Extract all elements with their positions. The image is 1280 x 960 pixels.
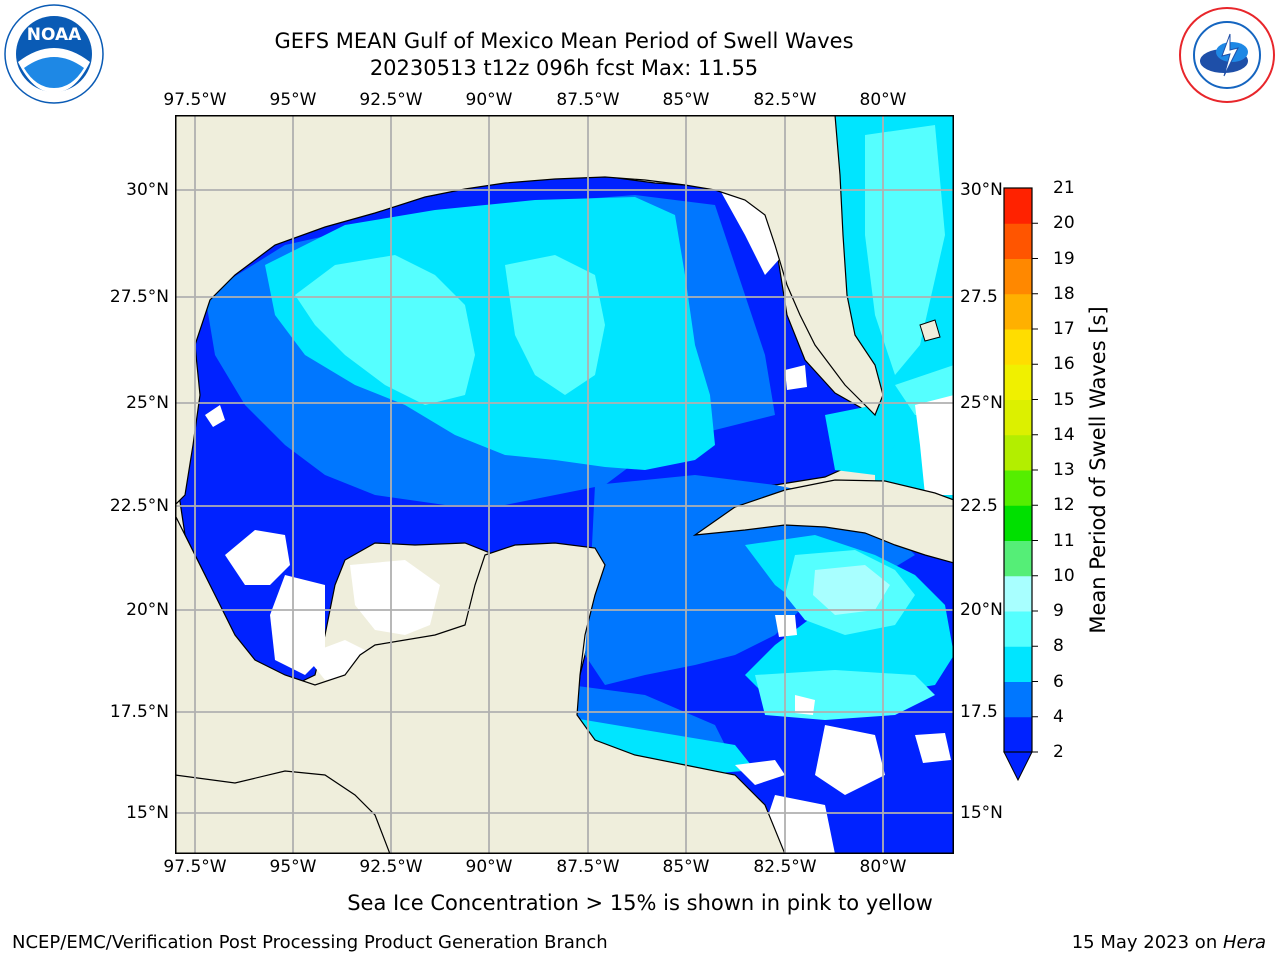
lat-tick-left: 22.5°N [109, 496, 169, 516]
colorbar-tick-label: 19 [1053, 248, 1075, 269]
colorbar-tick-label: 20 [1053, 213, 1075, 234]
colorbar-tick-label: 9 [1053, 601, 1064, 621]
colorbar-tick-label: 17 [1053, 319, 1075, 339]
colorbar-tick-label: 10 [1053, 565, 1075, 586]
colorbar-tick-label: 18 [1053, 283, 1075, 304]
svg-text:NOAA: NOAA [27, 25, 82, 45]
land-mexico [175, 514, 786, 854]
lon-tick-top: 90°W [465, 90, 513, 110]
lat-tick-right: 22.5 [960, 496, 998, 516]
colorbar [1003, 187, 1038, 782]
footer-credit: NCEP/EMC/Verification Post Processing Pr… [12, 932, 608, 953]
colorbar-swatch [1004, 434, 1032, 471]
map-frame [175, 115, 954, 854]
chart-title: GEFS MEAN Gulf of Mexico Mean Period of … [274, 29, 854, 53]
colorbar-swatch [1004, 611, 1032, 647]
colorbar-frame [1003, 187, 1033, 753]
lon-tick-bottom: 82.5°W [753, 857, 817, 877]
lat-tick-left: 30°N [126, 180, 169, 200]
lon-tick-top: 92.5°W [359, 90, 423, 110]
colorbar-swatch [1004, 646, 1032, 682]
lon-tick-top: 95°W [269, 90, 317, 110]
blank-region [225, 530, 290, 585]
lat-tick-right: 17.5 [960, 702, 998, 722]
land-cuba [692, 479, 954, 564]
lon-tick-bottom: 87.5°W [556, 857, 620, 877]
footer-date: 15 May 2023 on Hera [1072, 932, 1266, 953]
noaa-logo: NOAA [4, 4, 104, 104]
lon-tick-top: 97.5°W [163, 90, 227, 110]
lon-tick-bottom: 95°W [269, 857, 317, 877]
lon-tick-bottom: 85°W [662, 857, 710, 877]
colorbar-swatch [1004, 470, 1032, 506]
chart-subtitle: 20230513 t12z 096h fcst Max: 11.55 [369, 56, 759, 80]
colorbar-swatch [1004, 223, 1032, 259]
colorbar-swatch [1004, 293, 1032, 330]
gulf-map [175, 115, 954, 854]
lat-tick-right: 27.5 [960, 287, 998, 307]
lat-tick-right: 20°N [960, 600, 1003, 620]
lat-tick-right: 30°N [960, 180, 1003, 200]
lon-tick-bottom: 90°W [465, 857, 513, 877]
lon-tick-bottom: 80°W [859, 857, 907, 877]
colorbar-swatch [1004, 540, 1032, 577]
lat-tick-left: 27.5°N [109, 287, 169, 307]
colorbar-tick-label: 16 [1053, 354, 1075, 375]
lon-tick-top: 87.5°W [556, 90, 620, 110]
colorbar-swatch [1004, 364, 1032, 400]
colorbar-tick-label: 21 [1053, 178, 1075, 198]
lon-tick-bottom: 97.5°W [163, 857, 227, 877]
lon-tick-top: 80°W [859, 90, 907, 110]
lon-tick-top: 82.5°W [753, 90, 817, 110]
nws-logo [1178, 6, 1276, 104]
colorbar-swatch [1004, 258, 1032, 295]
colorbar-label: Mean Period of Swell Waves [s] [1086, 306, 1110, 634]
lat-tick-right: 25°N [960, 393, 1003, 413]
colorbar-swatch [1004, 505, 1032, 541]
colorbar-tick-label: 14 [1053, 424, 1075, 445]
lat-tick-left: 25°N [126, 393, 169, 413]
colorbar-tick-label: 6 [1053, 671, 1064, 692]
lon-tick-bottom: 92.5°W [359, 857, 423, 877]
lat-tick-left: 20°N [126, 600, 169, 620]
lat-tick-left: 15°N [126, 803, 169, 823]
footer-host: Hera [1222, 932, 1266, 953]
footer-date-text: 15 May 2023 on [1071, 932, 1223, 953]
colorbar-tick-label: 13 [1053, 460, 1075, 480]
lon-tick-top: 85°W [662, 90, 710, 110]
colorbar-tick-label: 8 [1053, 636, 1064, 657]
colorbar-tick-label: 4 [1053, 706, 1064, 727]
colorbar-tick-label: 12 [1053, 495, 1075, 516]
colorbar-extend-arrow [1003, 751, 1033, 782]
colorbar-swatch [1004, 399, 1032, 436]
colorbar-swatch [1004, 681, 1032, 718]
colorbar-swatch [1004, 329, 1032, 365]
sea-ice-note: Sea Ice Concentration > 15% is shown in … [347, 891, 933, 915]
colorbar-tick-label: 2 [1053, 742, 1064, 762]
lat-tick-left: 17.5°N [109, 702, 169, 722]
colorbar-tick-label: 11 [1053, 530, 1075, 551]
colorbar-tick-label: 15 [1053, 389, 1075, 410]
colorbar-swatch [1004, 716, 1032, 753]
colorbar-swatch [1004, 188, 1032, 224]
lat-tick-right: 15°N [960, 803, 1003, 823]
colorbar-swatch [1004, 575, 1032, 612]
map-graticule [175, 115, 954, 854]
